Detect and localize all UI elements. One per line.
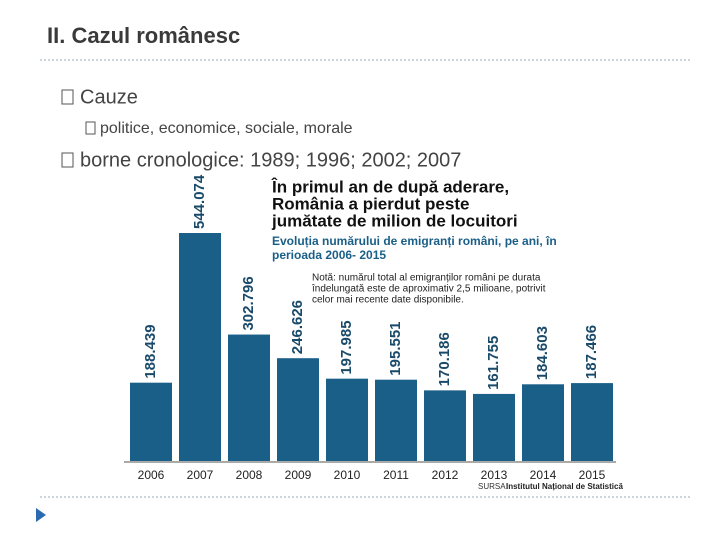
bar (473, 393, 515, 462)
source-label: SURSA: (478, 482, 508, 491)
chart-subtitle: Evoluția numărului de emigranți români, … (272, 234, 557, 248)
bullet: borne cronologice: 1989; 1996; 2002; 200… (80, 149, 461, 171)
chart-title: În primul an de după aderare, (271, 177, 509, 196)
value-label: 197.985 (338, 320, 355, 374)
chart-subtitle: perioada 2006- 2015 (272, 248, 386, 262)
chart-note: Notă: numărul total al emigranților româ… (312, 273, 541, 284)
slide-title: II. Cazul românesc (47, 23, 240, 48)
bar (228, 334, 270, 462)
sub-bullet: politice, economice, sociale, morale (100, 120, 353, 137)
x-tick-label: 2015 (579, 468, 606, 482)
bar (277, 358, 319, 462)
value-label: 195.551 (387, 321, 404, 375)
value-label: 188.439 (142, 324, 159, 378)
value-label: 184.603 (534, 326, 551, 380)
chart-title: jumătate de milion de locuitori (271, 211, 518, 230)
x-tick-label: 2014 (530, 468, 557, 482)
x-tick-label: 2006 (138, 468, 165, 482)
bar (375, 379, 417, 462)
chart-note: celor mai recente date disponibile. (312, 295, 464, 306)
bar (571, 383, 613, 462)
chart-note: îndelungată este de aproximativ 2,5 mili… (311, 284, 546, 295)
value-label: 161.755 (485, 336, 502, 390)
nav-arrow (36, 508, 46, 522)
x-tick-label: 2011 (383, 468, 409, 482)
bullet: Cauze (80, 86, 138, 108)
x-tick-label: 2007 (187, 468, 214, 482)
bullet-icon (85, 121, 96, 135)
source: Institutul Național de Statistică (506, 482, 623, 491)
value-label: 246.626 (289, 300, 306, 354)
x-tick-label: 2009 (285, 468, 312, 482)
value-label: 302.796 (240, 276, 257, 330)
value-label: 170.186 (436, 332, 453, 386)
chart-title: România a pierdut peste (272, 194, 469, 213)
x-tick-label: 2013 (481, 468, 508, 482)
x-tick-label: 2010 (334, 468, 361, 482)
value-label: 544.074 (191, 174, 208, 229)
bar (179, 233, 221, 462)
bullet-icon (61, 152, 74, 168)
chart: În primul an de după aderare,România a p… (124, 174, 623, 491)
bar (424, 390, 466, 462)
bar (130, 382, 172, 462)
x-tick-label: 2012 (432, 468, 459, 482)
bar (522, 384, 564, 462)
value-label: 187.466 (583, 325, 600, 379)
bullet-icon (61, 89, 74, 105)
bar (326, 378, 368, 462)
x-tick-label: 2008 (236, 468, 263, 482)
